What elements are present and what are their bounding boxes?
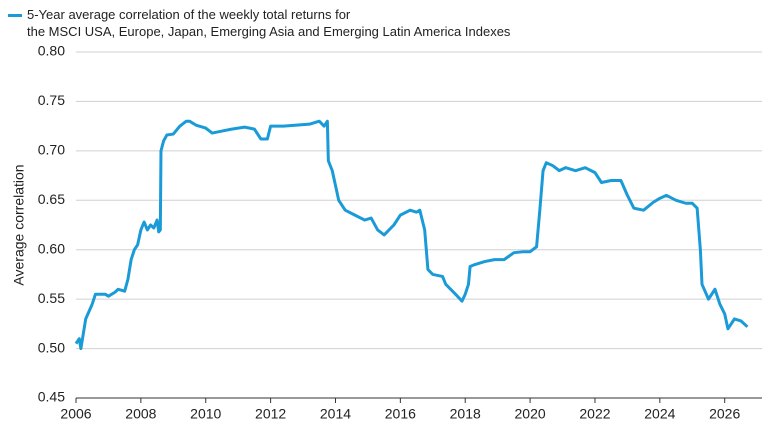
data-line xyxy=(74,119,749,351)
legend: 5-Year average correlation of the weekly… xyxy=(8,6,510,40)
y-tick-label: 0.45 xyxy=(38,389,65,405)
x-tick-label: 2024 xyxy=(644,406,675,422)
y-tick-label: 0.50 xyxy=(38,339,65,355)
x-tick-label: 2022 xyxy=(579,406,610,422)
x-tick-label: 2026 xyxy=(709,406,740,422)
x-tick-label: 2006 xyxy=(60,406,91,422)
y-axis-title: Average correlation xyxy=(11,164,27,285)
y-tick-label: 0.80 xyxy=(38,43,65,59)
legend-swatch xyxy=(8,14,22,17)
x-tick-label: 2012 xyxy=(255,406,286,422)
x-tick-label: 2018 xyxy=(450,406,481,422)
y-tick-label: 0.55 xyxy=(38,290,65,306)
y-tick-label: 0.75 xyxy=(38,92,65,108)
y-tick-label: 0.60 xyxy=(38,240,65,256)
y-tick-label: 0.65 xyxy=(38,191,65,207)
x-tick-label: 2020 xyxy=(515,406,546,422)
x-tick-label: 2008 xyxy=(125,406,156,422)
x-tick-label: 2014 xyxy=(320,406,351,422)
legend-label: 5-Year average correlation of the weekly… xyxy=(27,7,511,39)
x-tick-label: 2010 xyxy=(190,406,221,422)
y-tick-label: 0.70 xyxy=(38,142,65,158)
x-tick-label: 2016 xyxy=(385,406,416,422)
